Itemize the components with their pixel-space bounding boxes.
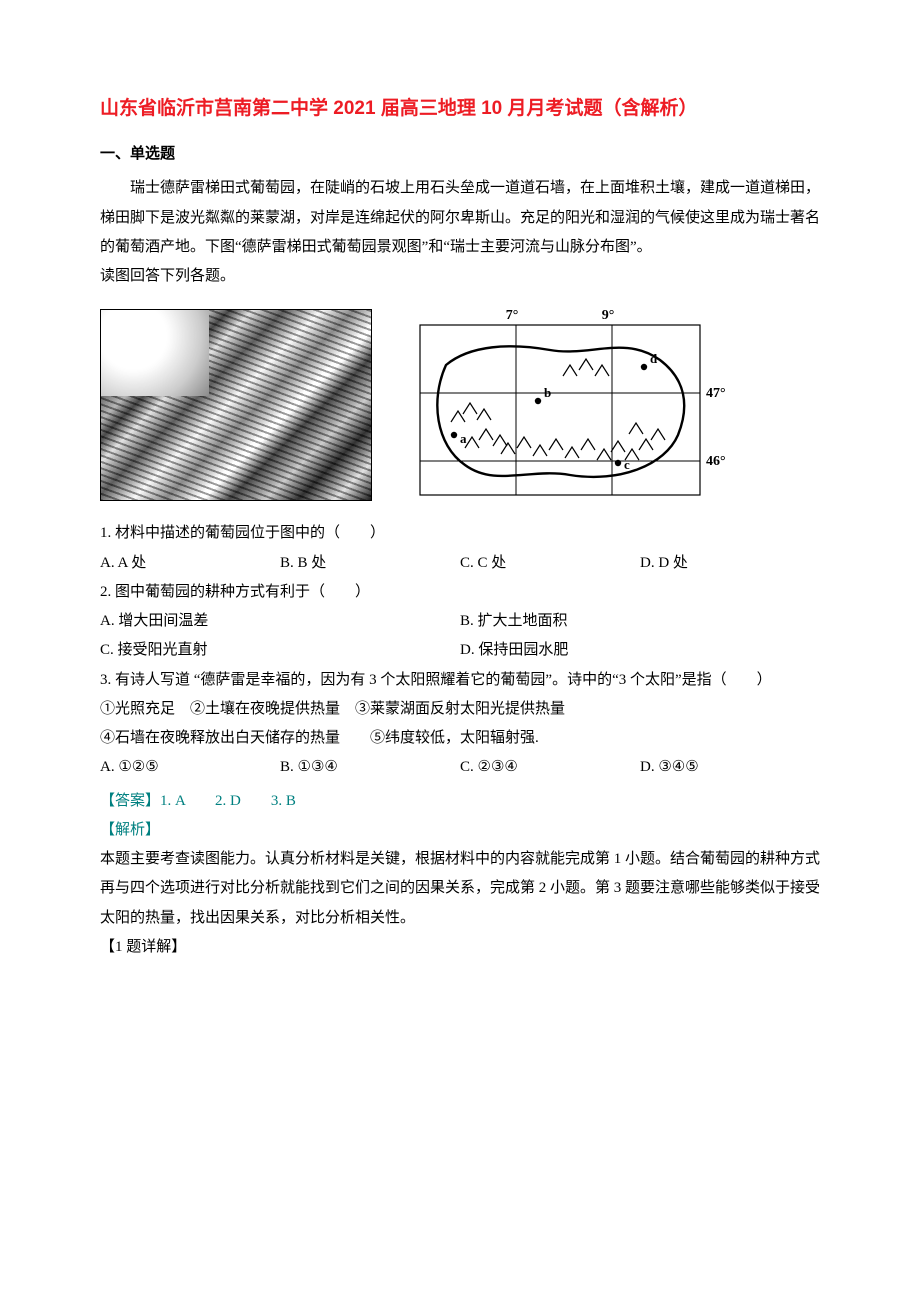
q1-opt-a: A. A 处: [100, 549, 280, 578]
q2-opt-d: D. 保持田园水肥: [460, 636, 820, 665]
q3-opt-d: D. ③④⑤: [640, 753, 820, 782]
svg-text:a: a: [460, 431, 467, 446]
svg-text:b: b: [544, 385, 551, 400]
q1-options: A. A 处 B. B 处 C. C 处 D. D 处: [100, 549, 820, 578]
q3-opt-a: A. ①②⑤: [100, 753, 280, 782]
q2-opt-b: B. 扩大土地面积: [460, 607, 820, 636]
q2-opt-c: C. 接受阳光直射: [100, 636, 460, 665]
q3-opt-b: B. ①③④: [280, 753, 460, 782]
analysis-body: 本题主要考查读图能力。认真分析材料是关键，根据材料中的内容就能完成第 1 小题。…: [100, 845, 820, 933]
q3-choice-line1: ①光照充足 ②土壤在夜晚提供热量 ③莱蒙湖面反射太阳光提供热量: [100, 695, 820, 724]
svg-text:d: d: [650, 351, 658, 366]
answer-line: 【答案】1. A 2. D 3. B: [100, 787, 820, 816]
q3-options: A. ①②⑤ B. ①③④ C. ②③④ D. ③④⑤: [100, 753, 820, 782]
swiss-map: 7° 9° 47° 46° a b c d: [400, 305, 740, 505]
q2-stem: 2. 图中葡萄园的耕种方式有利于（ ）: [100, 578, 820, 607]
svg-text:9°: 9°: [602, 308, 615, 323]
svg-text:46°: 46°: [706, 454, 726, 469]
q2-options-row1: A. 增大田间温差 B. 扩大土地面积: [100, 607, 820, 636]
section-heading: 一、单选题: [100, 139, 820, 168]
q3-stem: 3. 有诗人写道 “德萨雷是幸福的，因为有 3 个太阳照耀着它的葡萄园”。诗中的…: [100, 666, 820, 695]
q2-options-row2: C. 接受阳光直射 D. 保持田园水肥: [100, 636, 820, 665]
vineyard-photo: [100, 309, 372, 501]
analysis-detail-head: 【1 题详解】: [100, 933, 820, 962]
analysis-head: 【解析】: [100, 816, 820, 845]
answer-label: 【答案】: [100, 793, 160, 809]
answer-text: 1. A 2. D 3. B: [160, 793, 296, 809]
q3-opt-c: C. ②③④: [460, 753, 640, 782]
intro-paragraph-1: 瑞士德萨雷梯田式葡萄园，在陡峭的石坡上用石头垒成一道道石墙，在上面堆积土壤，建成…: [100, 174, 820, 262]
exam-title: 山东省临沂市莒南第二中学 2021 届高三地理 10 月月考试题（含解析）: [100, 90, 820, 127]
q1-opt-c: C. C 处: [460, 549, 640, 578]
q2-opt-a: A. 增大田间温差: [100, 607, 460, 636]
svg-text:7°: 7°: [506, 308, 519, 323]
q1-opt-d: D. D 处: [640, 549, 820, 578]
svg-text:c: c: [624, 457, 630, 472]
q1-stem: 1. 材料中描述的葡萄园位于图中的（ ）: [100, 519, 820, 548]
figure-row: 7° 9° 47° 46° a b c d: [100, 305, 820, 505]
svg-text:47°: 47°: [706, 386, 726, 401]
intro-paragraph-2: 读图回答下列各题。: [100, 262, 820, 291]
q3-choice-line2: ④石墙在夜晚释放出白天储存的热量 ⑤纬度较低，太阳辐射强.: [100, 724, 820, 753]
q1-opt-b: B. B 处: [280, 549, 460, 578]
